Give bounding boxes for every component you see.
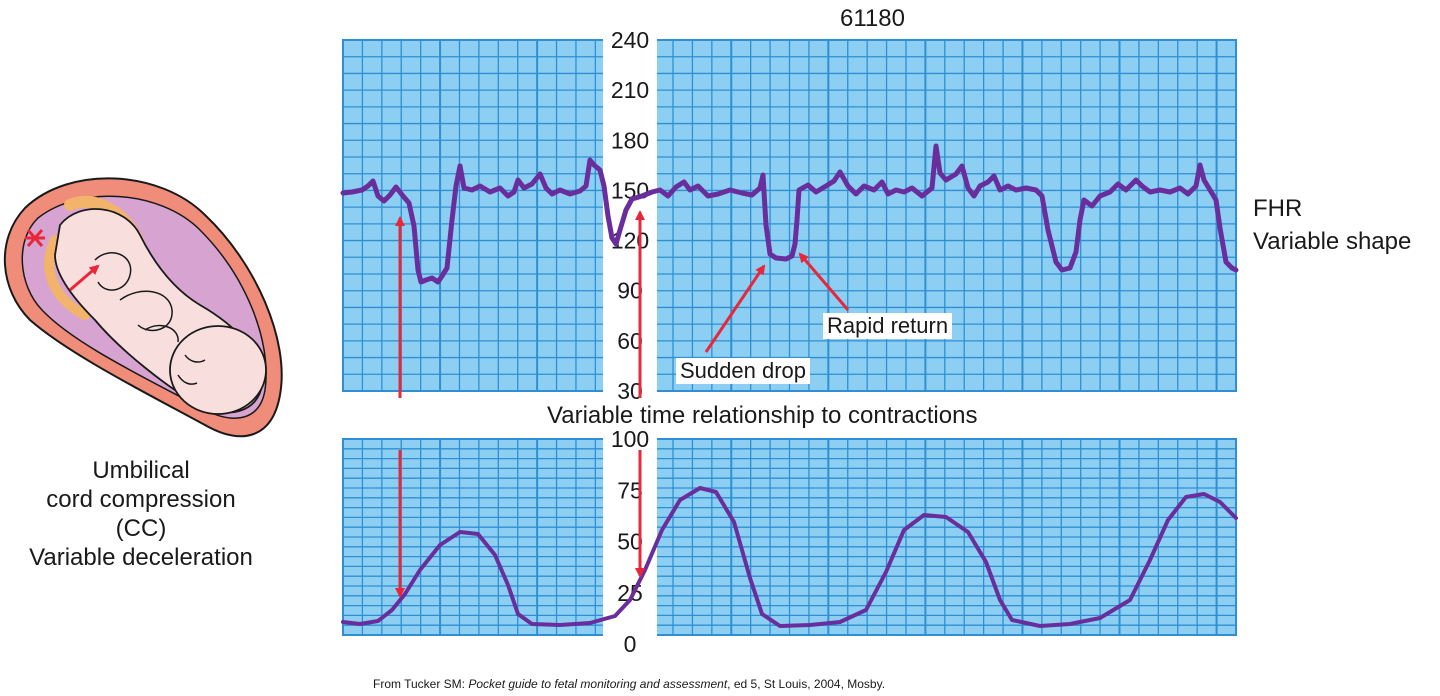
fhr-tick-label: 180 [611, 127, 649, 153]
fhr-tick-label: 240 [611, 27, 649, 53]
source-title: Pocket guide to fetal monitoring and ass… [468, 677, 728, 691]
caption-line-4: Variable deceleration [29, 544, 253, 571]
uc-tick-label: 100 [611, 426, 649, 452]
compression-arrow-icon [69, 264, 100, 292]
caption-line-2: cord compression [46, 486, 236, 513]
uc-tick-label: 0 [624, 631, 637, 657]
fetus-illustration [4, 177, 283, 438]
source-suffix: , ed 5, St Louis, 2004, Mosby. [727, 677, 886, 691]
relationship-arrows [395, 210, 850, 598]
strip-id: 61180 [840, 5, 905, 32]
rapid-return-arrow-icon [798, 252, 850, 311]
middle-caption: Variable time relationship to contractio… [547, 402, 978, 429]
illustration-caption: Umbilical cord compression (CC) Variable… [0, 456, 282, 572]
caption-line-3: (CC) [115, 515, 167, 542]
fhr-sublabel: Variable shape [1253, 228, 1412, 255]
fhr-trace [340, 143, 1239, 285]
caption-line-1: Umbilical [92, 457, 190, 484]
rapid-return-callout: Rapid return [823, 313, 953, 339]
fhr-tick-label: 210 [611, 77, 649, 103]
sudden-drop-callout: Sudden drop [676, 358, 810, 384]
sudden-drop-arrow-icon [704, 264, 766, 353]
uc-trace [341, 486, 1238, 628]
source-prefix: From Tucker SM: [373, 677, 469, 691]
compression-star-icon [25, 229, 45, 247]
fhr-label: FHR [1253, 195, 1303, 222]
source-citation: From Tucker SM: Pocket guide to fetal mo… [373, 677, 885, 691]
